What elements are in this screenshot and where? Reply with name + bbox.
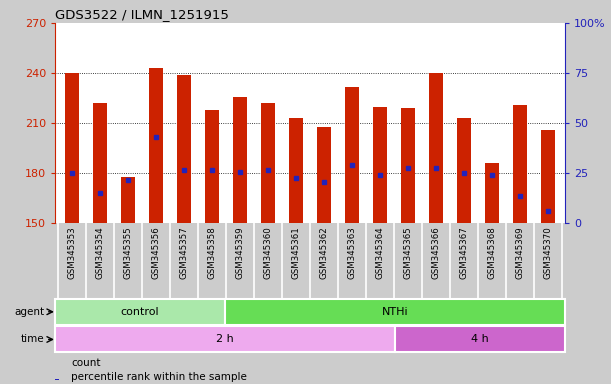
Text: 4 h: 4 h <box>471 334 489 344</box>
Bar <box>457 118 471 223</box>
Text: GSM345370: GSM345370 <box>544 226 553 279</box>
Bar <box>485 163 499 223</box>
Bar <box>55 379 59 380</box>
Text: GSM345353: GSM345353 <box>67 226 76 279</box>
Text: GSM345363: GSM345363 <box>348 226 357 279</box>
Bar <box>261 103 275 223</box>
Text: GSM345357: GSM345357 <box>180 226 188 279</box>
Text: GSM345364: GSM345364 <box>376 226 385 279</box>
Text: GSM345358: GSM345358 <box>208 226 216 279</box>
Text: GSM345362: GSM345362 <box>320 226 329 279</box>
Text: GSM345365: GSM345365 <box>404 226 412 279</box>
Bar <box>513 105 527 223</box>
Bar <box>429 73 443 223</box>
Bar <box>317 127 331 223</box>
Text: count: count <box>71 358 101 368</box>
Bar <box>289 118 303 223</box>
Text: GDS3522 / ILMN_1251915: GDS3522 / ILMN_1251915 <box>55 8 229 21</box>
Text: GSM345359: GSM345359 <box>235 226 244 279</box>
Bar <box>149 68 163 223</box>
Bar <box>233 97 247 223</box>
Bar <box>121 177 135 223</box>
Text: GSM345360: GSM345360 <box>263 226 273 279</box>
Bar <box>65 73 79 223</box>
Bar <box>225 299 565 325</box>
Text: agent: agent <box>15 307 45 317</box>
Text: percentile rank within the sample: percentile rank within the sample <box>71 372 247 382</box>
Bar <box>177 75 191 223</box>
Text: 2 h: 2 h <box>216 334 234 344</box>
Bar <box>55 326 395 353</box>
Text: GSM345356: GSM345356 <box>152 226 161 279</box>
Text: NTHi: NTHi <box>382 307 408 317</box>
Text: GSM345354: GSM345354 <box>95 226 104 279</box>
Bar <box>205 110 219 223</box>
Bar <box>401 108 415 223</box>
Bar <box>93 103 107 223</box>
Bar <box>395 326 565 353</box>
Text: GSM345367: GSM345367 <box>459 226 469 279</box>
Bar <box>541 130 555 223</box>
Text: GSM345366: GSM345366 <box>432 226 441 279</box>
Text: GSM345361: GSM345361 <box>291 226 301 279</box>
Text: GSM345368: GSM345368 <box>488 226 497 279</box>
Text: GSM345369: GSM345369 <box>516 226 525 279</box>
Text: control: control <box>121 307 159 317</box>
Text: time: time <box>21 334 45 344</box>
Bar <box>345 87 359 223</box>
Bar <box>373 107 387 223</box>
Text: GSM345355: GSM345355 <box>123 226 133 279</box>
Bar <box>55 299 225 325</box>
